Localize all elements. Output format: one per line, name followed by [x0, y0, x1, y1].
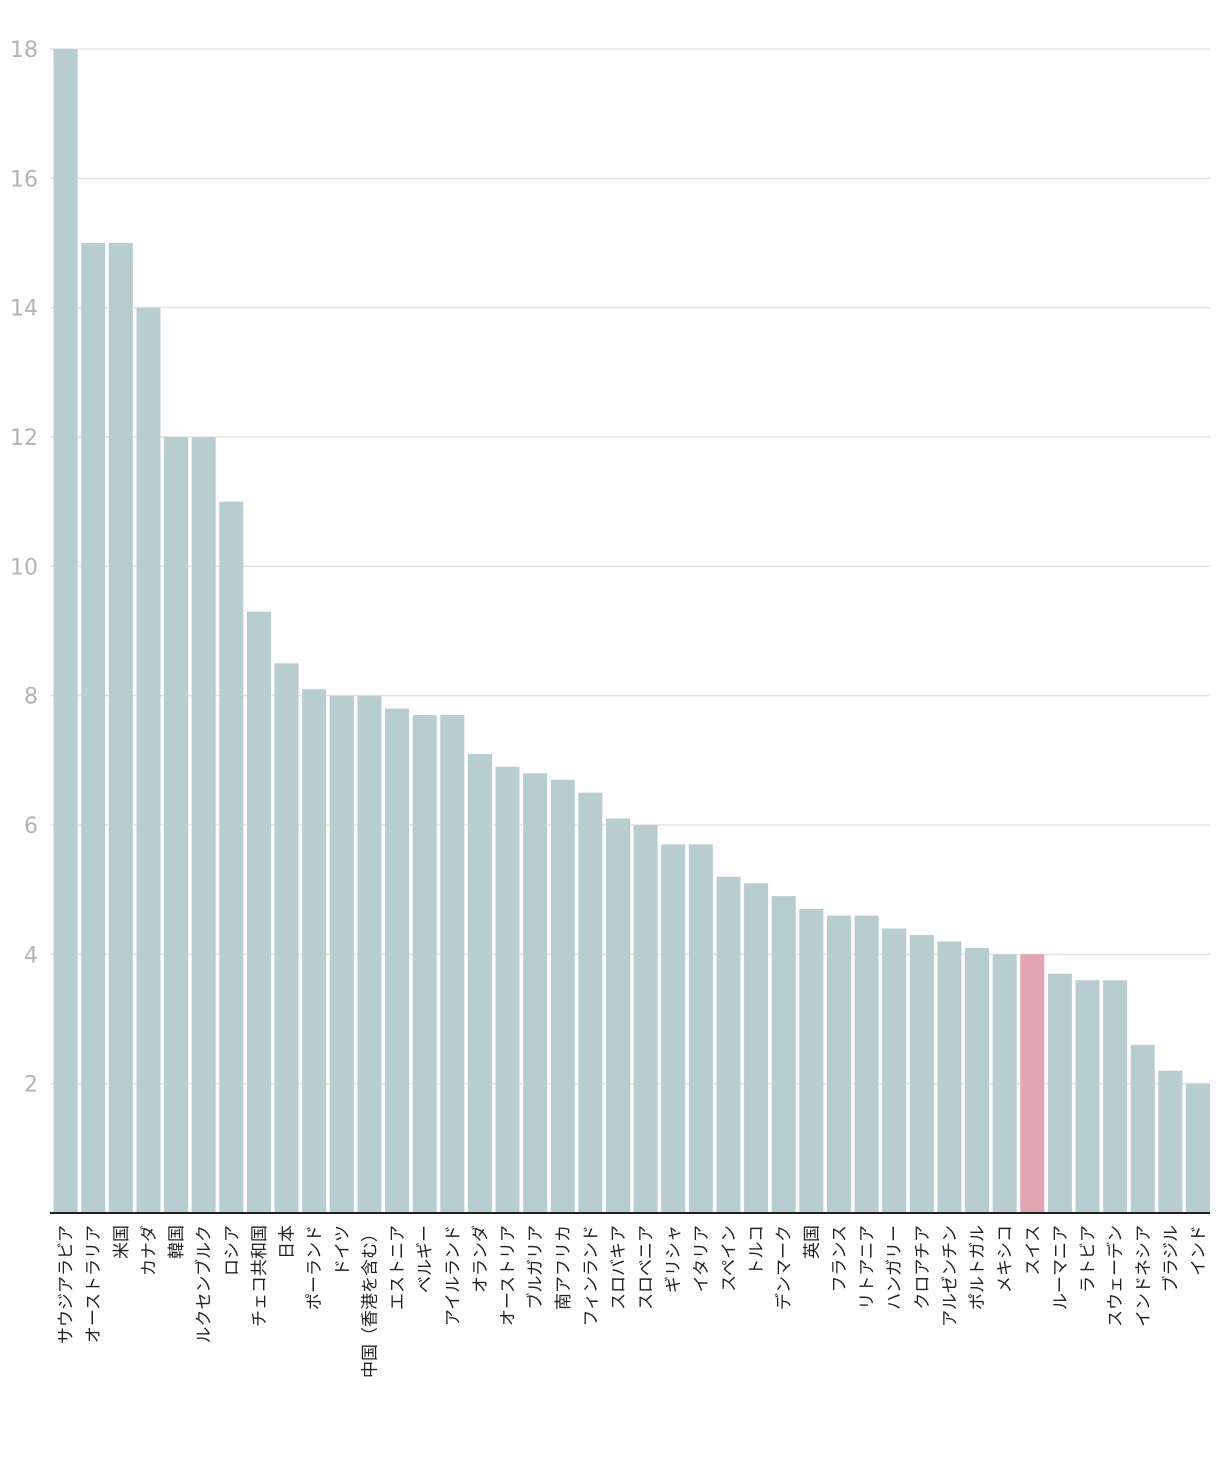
bar: [854, 915, 879, 1213]
x-tick-label: フランス: [830, 1225, 850, 1293]
x-tick-label: 中国（香港を含む）: [360, 1225, 380, 1378]
x-tick-label: 南アフリカ: [554, 1225, 574, 1310]
x-tick-label: ルクセンブルク: [194, 1225, 215, 1344]
x-tick-label: メキシコ: [996, 1225, 1016, 1293]
x-tick-label: ラトビア: [1079, 1225, 1099, 1293]
bar: [81, 243, 106, 1213]
x-tick-label: 日本: [278, 1225, 298, 1259]
bar: [771, 896, 796, 1213]
bar: [191, 437, 216, 1213]
y-tick-label: 12: [10, 426, 38, 451]
y-tick-label: 16: [10, 167, 38, 192]
x-tick-label: サウジアラビア: [57, 1225, 77, 1344]
x-tick-label: ドイツ: [333, 1225, 353, 1276]
bar: [937, 941, 962, 1213]
bar: [274, 663, 299, 1213]
x-tick-label: ハンガリー: [885, 1225, 905, 1310]
bar: [385, 708, 410, 1213]
bars: [53, 49, 1210, 1214]
bar: [523, 773, 548, 1213]
x-tick-label: スロバキア: [609, 1225, 629, 1310]
x-tick-label: ポルトガル: [968, 1225, 988, 1310]
bar: [605, 818, 630, 1213]
bar: [1075, 980, 1100, 1213]
bar: [1047, 973, 1072, 1213]
bar: [661, 844, 686, 1213]
x-tick-label: チェコ共和国: [250, 1225, 270, 1327]
x-tick-label: ギリシャ: [664, 1225, 684, 1293]
bar: [329, 695, 354, 1213]
x-tick-label: アイルランド: [443, 1225, 463, 1326]
bar: [412, 715, 437, 1213]
bar: [302, 689, 327, 1213]
x-tick-label: オーストラリア: [84, 1225, 104, 1343]
x-tick-label: スロベニア: [637, 1225, 657, 1310]
bar: [992, 954, 1017, 1213]
bar: [909, 934, 934, 1213]
x-tick-labels: サウジアラビア オーストラリア 米国 カナダ 韓国 ルクセンブルク ロシア チェコ共和国 日本ポ…: [57, 1225, 1209, 1378]
x-tick-label: オーストリア: [499, 1225, 519, 1326]
x-tick-label: アルゼンチン: [940, 1225, 960, 1327]
bar: [440, 715, 465, 1213]
bar: [1020, 954, 1045, 1213]
bar: [578, 792, 603, 1213]
x-tick-label: ポーランド: [305, 1225, 325, 1310]
bar: [550, 779, 575, 1213]
x-tick-label: クロアチア: [913, 1225, 933, 1310]
x-tick-label: エストニア: [388, 1225, 408, 1310]
x-tick-label: スウェーデン: [1105, 1225, 1126, 1327]
x-tick-label: カナダ: [139, 1225, 159, 1276]
y-tick-label: 14: [10, 297, 38, 322]
bar: [136, 307, 161, 1214]
bar: [246, 611, 271, 1213]
bar: [1103, 980, 1128, 1213]
bar: [633, 825, 658, 1213]
bar: [53, 49, 78, 1213]
bar: [108, 243, 133, 1213]
bar: [164, 437, 189, 1213]
x-tick-label: リトアニア: [858, 1225, 878, 1310]
bar: [716, 876, 741, 1213]
x-tick-label: デンマーク: [774, 1225, 795, 1310]
x-tick-label: ブルガリア: [525, 1225, 546, 1310]
bar: [826, 915, 851, 1213]
y-tick-labels: 2 4 6 8 10 12 14 16 18: [10, 38, 38, 1098]
x-tick-label: 米国: [112, 1225, 132, 1259]
x-tick-label: ベルギー: [416, 1225, 436, 1293]
bar: [799, 909, 824, 1213]
x-tick-label: トルコ: [747, 1225, 767, 1276]
y-tick-label: 18: [10, 38, 38, 63]
x-tick-label: スペイン: [719, 1225, 739, 1292]
x-tick-label: 英国: [802, 1225, 822, 1259]
bar: [744, 883, 769, 1213]
bar: [219, 501, 244, 1214]
x-tick-label: ルーマニア: [1051, 1225, 1071, 1310]
bar: [1158, 1070, 1183, 1213]
x-tick-label: イタリア: [692, 1225, 712, 1292]
bar: [1130, 1044, 1155, 1213]
x-tick-label: スイス: [1023, 1225, 1043, 1276]
bar: [965, 947, 990, 1213]
x-tick-label: フィンランド: [581, 1225, 601, 1327]
bar: [495, 766, 520, 1213]
bar: [357, 695, 382, 1213]
bar: [467, 753, 492, 1213]
bar: [882, 928, 907, 1213]
x-tick-label: ロシア: [222, 1225, 242, 1276]
y-tick-label: 4: [24, 943, 38, 968]
x-tick-label: ブラジル: [1160, 1225, 1181, 1293]
x-tick-label: インド: [1189, 1225, 1209, 1276]
y-tick-label: 10: [10, 555, 38, 580]
bar: [688, 844, 713, 1213]
y-tick-label: 8: [24, 685, 38, 710]
y-tick-label: 6: [24, 814, 38, 839]
bar: [1185, 1083, 1210, 1213]
x-tick-label: 韓国: [167, 1225, 187, 1259]
x-tick-label: オランダ: [471, 1225, 491, 1293]
y-tick-label: 2: [24, 1073, 38, 1098]
x-tick-label: インドネシア: [1134, 1225, 1154, 1327]
